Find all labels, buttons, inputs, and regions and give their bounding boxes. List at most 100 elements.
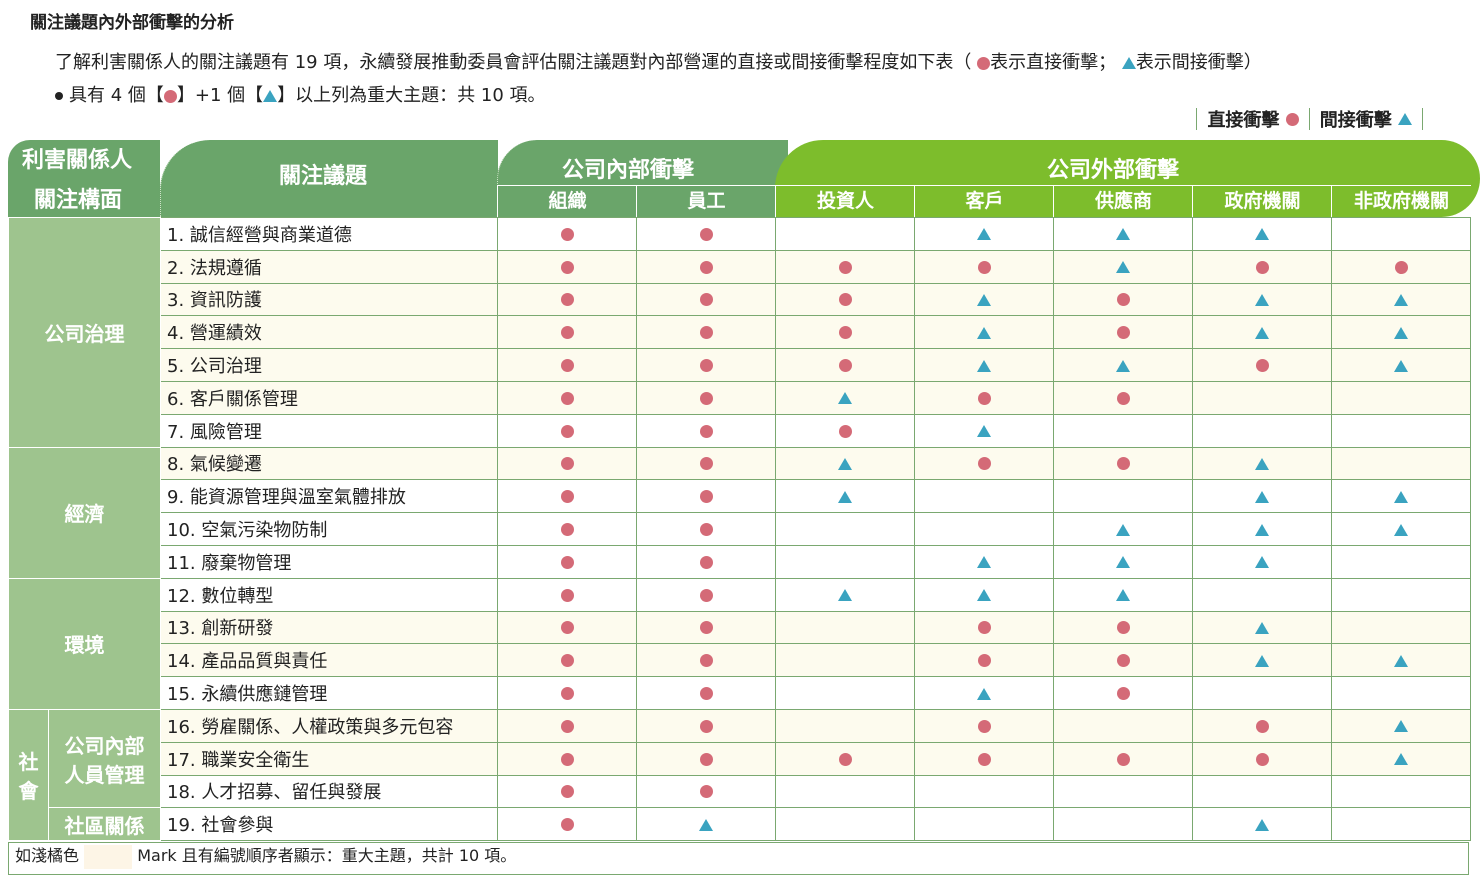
impact-cell xyxy=(1331,807,1471,842)
direct-impact-circle-icon xyxy=(838,424,852,438)
impact-cell xyxy=(1331,249,1471,284)
direct-impact-circle-icon xyxy=(699,752,713,766)
impact-cell xyxy=(1331,544,1471,579)
table-row: 11. 廢棄物管理 xyxy=(9,544,1471,579)
impact-cell xyxy=(1192,380,1332,415)
topic-cell: 1. 誠信經營與商業道德 xyxy=(160,217,498,251)
indirect-impact-triangle-icon xyxy=(977,326,991,339)
impact-cell xyxy=(636,610,776,645)
impact-cell xyxy=(1053,512,1193,546)
impact-cell xyxy=(914,610,1054,645)
direct-impact-circle-icon xyxy=(699,424,713,438)
impact-cell xyxy=(1053,380,1193,415)
column-header: 組織 xyxy=(497,185,637,218)
direct-impact-circle-icon xyxy=(1116,326,1130,340)
indirect-impact-triangle-icon xyxy=(699,818,713,831)
impact-cell xyxy=(497,217,637,251)
table-row: 社會公司內部 人員管理 16. 勞雇關係、人權政策與多元包容 xyxy=(8,708,1471,842)
indirect-impact-triangle-icon xyxy=(838,457,852,470)
impact-cell xyxy=(1053,807,1193,842)
indirect-impact-triangle-icon xyxy=(977,228,991,241)
topic-cell: 4. 營運績效 xyxy=(160,315,498,350)
table-row: 7. 風險管理 xyxy=(9,413,1471,448)
table-row: 社區關係 19. 社會參與 xyxy=(9,807,1471,842)
indirect-impact-triangle-icon xyxy=(838,490,852,503)
impact-cell xyxy=(775,512,915,546)
impact-cell xyxy=(1192,807,1332,842)
impact-cell xyxy=(1331,217,1471,251)
impact-cell xyxy=(636,282,776,317)
topic-cell: 18. 人才招募、留任與發展 xyxy=(160,774,498,809)
impact-cell xyxy=(636,708,776,743)
impact-cell xyxy=(775,249,915,284)
indirect-impact-triangle-icon xyxy=(1394,359,1408,372)
direct-impact-circle-icon xyxy=(977,654,991,668)
impact-cell xyxy=(1192,741,1332,776)
direct-impact-circle-icon xyxy=(560,424,574,438)
direct-impact-circle-icon xyxy=(699,293,713,307)
topic-cell: 7. 風險管理 xyxy=(160,413,498,448)
impact-cell xyxy=(914,774,1054,809)
topic-cell: 12. 數位轉型 xyxy=(160,577,498,612)
indirect-impact-triangle-icon xyxy=(977,589,991,602)
direct-impact-circle-icon xyxy=(1255,359,1269,373)
impact-cell xyxy=(1053,348,1193,382)
group-internal-hr-l2: 人員管理 xyxy=(64,762,145,787)
impact-cell xyxy=(914,512,1054,546)
impact-cell xyxy=(636,577,776,612)
impact-cell xyxy=(1192,577,1332,612)
direct-impact-circle-icon xyxy=(1116,687,1130,701)
indirect-impact-triangle-icon xyxy=(1255,293,1269,306)
indirect-impact-triangle-icon xyxy=(1255,228,1269,241)
impact-cell xyxy=(1053,217,1193,251)
direct-impact-circle-icon xyxy=(699,326,713,340)
impact-cell xyxy=(775,217,915,251)
table-row: 10. 空氣污染物防制 xyxy=(9,512,1471,546)
column-header: 員工 xyxy=(636,185,776,218)
impact-cell xyxy=(914,708,1054,743)
direct-impact-circle-icon xyxy=(1255,260,1269,274)
indirect-impact-triangle-icon xyxy=(1394,326,1408,339)
impact-cell xyxy=(1331,282,1471,317)
impact-cell xyxy=(1331,708,1471,743)
impact-cell xyxy=(497,315,637,350)
table-row: 6. 客戶關係管理 xyxy=(9,380,1471,415)
group-society-l2: 會 xyxy=(18,779,39,804)
impact-cell xyxy=(497,774,637,809)
indirect-impact-triangle-icon xyxy=(1116,359,1130,372)
indirect-impact-triangle-icon xyxy=(977,687,991,700)
direct-impact-circle-icon xyxy=(838,293,852,307)
impact-cell xyxy=(497,348,637,382)
impact-cell xyxy=(1192,348,1332,382)
table-row: 環境 12. 數位轉型 xyxy=(8,577,1471,710)
table-row: 2. 法規遵循 xyxy=(9,249,1471,284)
topic-cell: 6. 客戶關係管理 xyxy=(160,380,498,415)
impact-cell xyxy=(636,446,776,481)
impact-cell xyxy=(914,282,1054,317)
direct-impact-circle-icon xyxy=(1116,457,1130,471)
impact-cell xyxy=(775,315,915,350)
impact-cell xyxy=(1192,708,1332,743)
header-stakeholder-l2: 關注構面 xyxy=(34,188,123,213)
indirect-impact-triangle-icon xyxy=(263,90,278,102)
impact-cell xyxy=(1053,544,1193,579)
direct-impact-circle-icon xyxy=(560,293,574,307)
impact-cell xyxy=(1331,610,1471,645)
impact-cell xyxy=(1053,282,1193,317)
intro-line-2: 具有 4 個【 】+1 個【 】以上列為重大主題：共 10 項。 xyxy=(55,81,546,107)
table-row: 18. 人才招募、留任與發展 xyxy=(9,774,1471,809)
impact-cell xyxy=(1192,774,1332,809)
impact-cell xyxy=(636,217,776,251)
direct-impact-circle-icon xyxy=(1116,752,1130,766)
topic-cell: 3. 資訊防護 xyxy=(160,282,498,317)
direct-impact-circle-icon xyxy=(699,260,713,274)
direct-impact-circle-icon xyxy=(977,752,991,766)
direct-impact-circle-icon xyxy=(699,457,713,471)
impact-cell xyxy=(1192,315,1332,350)
impact-cell xyxy=(1331,741,1471,776)
indirect-impact-triangle-icon xyxy=(1394,654,1408,667)
impact-cell xyxy=(775,774,915,809)
impact-cell xyxy=(1331,315,1471,350)
table-row: 15. 永續供應鏈管理 xyxy=(9,676,1471,710)
impact-cell xyxy=(914,249,1054,284)
